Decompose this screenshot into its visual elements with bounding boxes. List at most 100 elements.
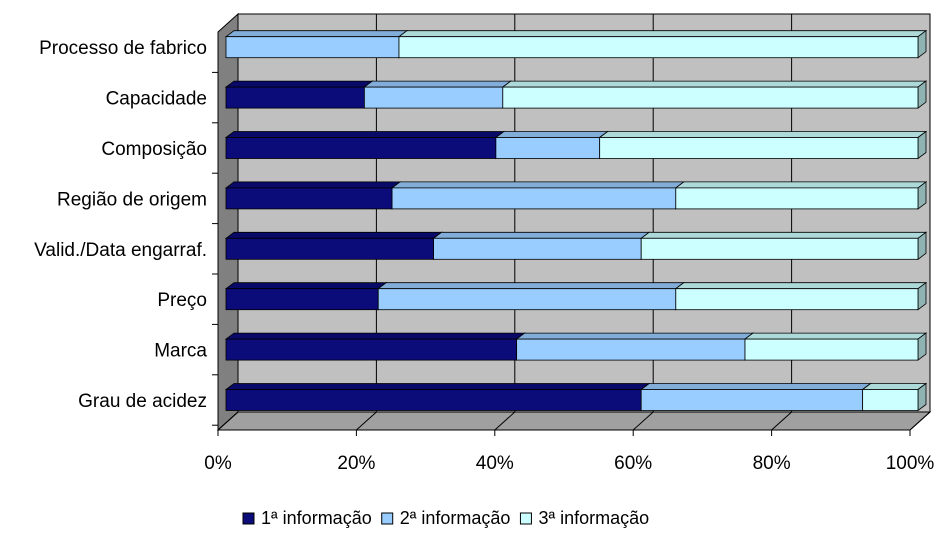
legend-swatch	[519, 512, 532, 525]
bar-top-face	[377, 282, 685, 290]
bar-top-face	[224, 231, 443, 239]
bar-top-face	[224, 332, 526, 340]
bar-front-face	[225, 86, 365, 109]
floor-gridline	[909, 411, 931, 431]
bar-top-face	[390, 181, 685, 189]
bar-front-face	[398, 36, 919, 59]
bar-front-face	[495, 137, 601, 159]
bar-front-face	[675, 187, 919, 210]
floor-gridline	[356, 411, 377, 431]
bar-top-face	[640, 383, 872, 390]
bar-front-face	[225, 187, 393, 210]
legend-label: 2ª informação	[400, 508, 511, 528]
bar-segment	[224, 80, 374, 109]
bar-top-face	[501, 80, 928, 88]
floor	[216, 411, 932, 431]
bar-front-face	[516, 338, 746, 361]
plot-area	[216, 12, 932, 432]
bar-segment	[598, 130, 928, 160]
bar-segment	[674, 181, 928, 210]
bar-front-face	[225, 237, 435, 260]
floor-gridline	[771, 411, 792, 431]
bar-front-face	[225, 137, 497, 159]
bar-top-face	[363, 80, 512, 88]
category-label: Região de origem	[57, 189, 207, 210]
legend-swatch	[381, 512, 394, 525]
bar-segment	[224, 281, 388, 311]
bar-top-face	[224, 30, 409, 38]
category-label: Valid./Data engarraf.	[34, 240, 207, 261]
bar-top-face	[224, 181, 402, 189]
bar-front-face	[675, 288, 919, 311]
bar-front-face	[433, 237, 642, 260]
bar-front-face	[744, 338, 919, 361]
bar-top-face	[674, 282, 928, 290]
bar-front-face	[640, 389, 864, 411]
bar-segment	[224, 332, 526, 361]
bar-segment	[432, 231, 651, 261]
bar-top-face	[224, 131, 506, 138]
bar-top-face	[743, 332, 928, 340]
bar-front-face	[225, 389, 642, 411]
bar-segment	[674, 281, 928, 311]
bar-segment	[861, 382, 928, 412]
bar-front-face	[225, 338, 518, 361]
bar-segment	[224, 130, 506, 160]
legend-label: 1ª informação	[261, 508, 372, 528]
bar-front-face	[377, 288, 677, 311]
bar-front-face	[225, 288, 379, 311]
category-labels: Grau de acidez Marca Preço Valid./Data enga…	[34, 38, 207, 412]
bar-front-face	[391, 187, 677, 210]
x-tick-label: 20%	[337, 453, 375, 474]
bar-segment	[397, 29, 928, 59]
bar-segment	[640, 382, 872, 412]
floor-gridline	[632, 411, 654, 431]
x-tick-label: 40%	[476, 453, 514, 474]
x-tick-label: 100%	[886, 453, 935, 474]
category-label: Composição	[101, 139, 207, 160]
bar-front-face	[363, 86, 504, 109]
bar-front-face	[862, 389, 919, 411]
axes	[212, 32, 911, 436]
bar-segment	[494, 130, 609, 160]
bar-top-face	[224, 383, 651, 390]
bar-segment	[501, 80, 928, 109]
bar-segment	[377, 281, 685, 311]
bar-segment	[363, 80, 512, 109]
bar-top-face	[397, 30, 928, 38]
bar-top-face	[515, 332, 755, 340]
bar-segment	[743, 332, 928, 361]
legend-label: 3ª informação	[538, 508, 649, 528]
category-label: Grau de acidez	[78, 391, 207, 412]
bar-top-face	[224, 282, 388, 290]
bar-front-face	[640, 237, 919, 260]
side-wall	[217, 12, 239, 432]
category-label: Capacidade	[106, 89, 207, 110]
bar-segment	[224, 382, 651, 412]
bar-top-face	[640, 231, 928, 239]
x-tick-label: 60%	[614, 453, 652, 474]
legend-swatch	[242, 512, 255, 525]
bar-top-face	[598, 131, 928, 138]
bar-segment	[640, 231, 928, 261]
legend: 1ª informação 2ª informação 3ª informação	[242, 508, 649, 528]
bar-front-face	[225, 36, 400, 59]
category-label: Marca	[154, 341, 207, 362]
bar-top-face	[224, 80, 374, 88]
category-label: Preço	[157, 290, 207, 311]
bar-top-face	[674, 181, 928, 189]
bar-front-face	[502, 86, 919, 109]
bar-segment	[390, 181, 685, 210]
bar-front-face	[599, 137, 919, 159]
bar-segment	[224, 181, 402, 210]
bars	[224, 29, 928, 412]
bar-segment	[224, 29, 409, 59]
category-label: Processo de fabrico	[39, 38, 207, 59]
bar-top-face	[861, 383, 928, 390]
floor-gridline	[494, 411, 516, 431]
bar-top-face	[432, 231, 651, 239]
x-tick-label: 80%	[753, 453, 791, 474]
bar-segment	[224, 231, 443, 261]
x-tick-labels: 0% 20% 40% 60% 80% 100%	[204, 453, 934, 474]
